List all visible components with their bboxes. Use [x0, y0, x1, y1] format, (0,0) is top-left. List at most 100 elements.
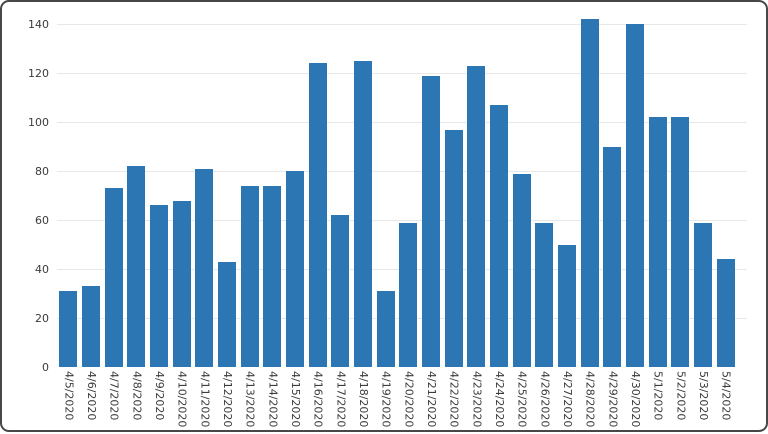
- gridline: [57, 171, 747, 173]
- gridline: [57, 24, 747, 26]
- x-tick: 4/6/2020: [80, 371, 103, 429]
- x-tick: 4/20/2020: [397, 371, 420, 429]
- x-tick: 4/17/2020: [329, 371, 352, 429]
- x-tick-label: 4/7/2020: [107, 371, 121, 421]
- x-tick-label: 5/4/2020: [719, 371, 733, 421]
- bar: [331, 215, 350, 367]
- x-tick: 4/28/2020: [578, 371, 601, 429]
- x-tick-label: 4/24/2020: [492, 371, 506, 428]
- bar: [59, 291, 78, 367]
- y-tick-label: 100: [28, 115, 49, 129]
- y-axis: 0 20 40 60 80 100 120 140: [2, 2, 49, 434]
- x-tick-label: 4/27/2020: [560, 371, 574, 428]
- y-tick-label: 120: [28, 66, 49, 80]
- bar: [172, 200, 191, 367]
- x-tick-label: 4/9/2020: [152, 371, 166, 421]
- bar: [240, 185, 259, 367]
- bar: [467, 65, 486, 367]
- y-tick-label: 60: [35, 213, 49, 227]
- x-axis: 4/5/2020 4/6/2020 4/7/2020 4/8/2020 4/9/2020…: [57, 371, 737, 429]
- x-tick-label: 4/17/2020: [334, 371, 348, 428]
- x-tick-label: 4/12/2020: [220, 371, 234, 428]
- y-tick-label: 40: [35, 262, 49, 276]
- x-tick-label: 4/19/2020: [379, 371, 393, 428]
- x-tick-label: 4/28/2020: [583, 371, 597, 428]
- x-tick: 4/10/2020: [170, 371, 193, 429]
- bar: [535, 222, 554, 367]
- x-tick: 4/7/2020: [102, 371, 125, 429]
- bar: [82, 286, 100, 367]
- bar: [490, 105, 508, 367]
- bar: [694, 222, 712, 367]
- bar: [580, 19, 599, 367]
- x-tick: 4/14/2020: [261, 371, 284, 429]
- bar: [648, 117, 667, 367]
- bar: [671, 117, 690, 367]
- x-tick-label: 4/22/2020: [447, 371, 461, 428]
- y-tick-label: 80: [35, 164, 49, 178]
- x-tick: 4/12/2020: [216, 371, 239, 429]
- x-tick: 4/24/2020: [488, 371, 511, 429]
- x-tick: 4/29/2020: [601, 371, 624, 429]
- x-tick-label: 5/3/2020: [696, 371, 710, 421]
- x-tick-label: 4/16/2020: [311, 371, 325, 428]
- x-tick: 5/3/2020: [692, 371, 715, 429]
- y-tick-label: 0: [42, 360, 49, 374]
- x-tick-label: 4/23/2020: [470, 371, 484, 428]
- bar: [308, 63, 327, 367]
- x-tick: 4/8/2020: [125, 371, 148, 429]
- x-tick-label: 4/6/2020: [84, 371, 98, 421]
- x-tick-label: 4/5/2020: [62, 371, 76, 421]
- bar: [354, 60, 372, 367]
- x-tick: 4/11/2020: [193, 371, 216, 429]
- x-tick: 5/2/2020: [669, 371, 692, 429]
- x-tick: 4/25/2020: [510, 371, 533, 429]
- bar: [218, 261, 236, 367]
- x-tick-label: 4/25/2020: [515, 371, 529, 428]
- x-tick: 5/4/2020: [714, 371, 737, 429]
- plot-area: [57, 12, 747, 367]
- bar: [127, 166, 146, 367]
- bars-layer: [57, 12, 737, 367]
- x-tick: 5/1/2020: [646, 371, 669, 429]
- gridline: [57, 220, 747, 222]
- bar: [603, 146, 622, 367]
- bar: [195, 168, 214, 367]
- bar: [716, 259, 735, 367]
- x-tick-label: 4/26/2020: [538, 371, 552, 428]
- x-tick-label: 4/11/2020: [198, 371, 212, 428]
- x-tick-label: 4/15/2020: [288, 371, 302, 428]
- bar: [150, 205, 168, 367]
- x-tick: 4/5/2020: [57, 371, 80, 429]
- x-tick-label: 4/8/2020: [130, 371, 144, 421]
- bar: [263, 185, 282, 367]
- x-tick: 4/18/2020: [352, 371, 375, 429]
- bar: [626, 24, 644, 367]
- x-tick-label: 4/10/2020: [175, 371, 189, 428]
- bar: [104, 188, 123, 367]
- bar: [376, 291, 395, 367]
- bar: [512, 173, 531, 367]
- x-tick-label: 4/20/2020: [402, 371, 416, 428]
- x-tick-label: 4/13/2020: [243, 371, 257, 428]
- x-tick-label: 4/30/2020: [628, 371, 642, 428]
- bar: [286, 171, 304, 367]
- x-tick: 4/26/2020: [533, 371, 556, 429]
- x-tick: 4/15/2020: [284, 371, 307, 429]
- x-tick: 4/23/2020: [465, 371, 488, 429]
- bar: [558, 244, 576, 367]
- gridline: [57, 122, 747, 124]
- y-tick-label: 20: [35, 311, 49, 325]
- x-tick: 4/21/2020: [420, 371, 443, 429]
- x-tick-label: 4/14/2020: [266, 371, 280, 428]
- bar: [422, 75, 440, 367]
- gridline: [57, 73, 747, 75]
- x-tick-label: 5/2/2020: [674, 371, 688, 421]
- x-tick: 4/9/2020: [148, 371, 171, 429]
- x-tick: 4/16/2020: [306, 371, 329, 429]
- x-tick: 4/27/2020: [556, 371, 579, 429]
- bar: [444, 129, 463, 367]
- x-tick: 4/30/2020: [624, 371, 647, 429]
- x-tick-label: 5/1/2020: [651, 371, 665, 421]
